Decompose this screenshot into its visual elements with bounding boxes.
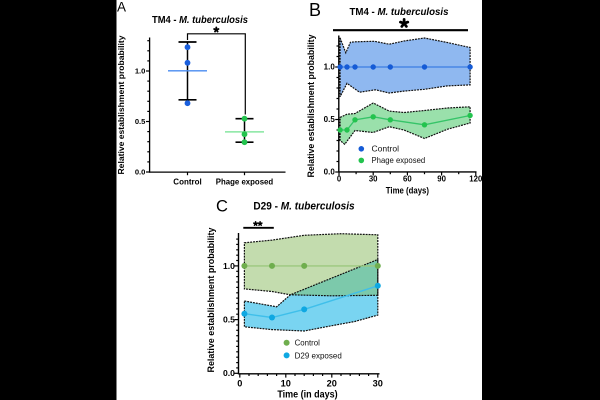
svg-text:1.0: 1.0	[135, 67, 146, 76]
svg-text:0.0: 0.0	[223, 368, 235, 378]
svg-text:1.0: 1.0	[223, 261, 235, 271]
svg-text:TM4 - M. tuberculosis: TM4 - M. tuberculosis	[152, 15, 248, 26]
svg-text:90: 90	[437, 175, 446, 184]
svg-text:D29 exposed: D29 exposed	[295, 350, 343, 360]
svg-text:Phage exposed: Phage exposed	[372, 156, 426, 165]
svg-text:C: C	[216, 198, 228, 216]
svg-text:Control: Control	[295, 338, 320, 348]
svg-text:0: 0	[337, 175, 342, 184]
svg-text:0.0: 0.0	[324, 168, 336, 177]
svg-text:B: B	[309, 0, 321, 20]
svg-text:10: 10	[281, 379, 291, 389]
svg-text:0.5: 0.5	[223, 315, 235, 325]
svg-text:A: A	[117, 0, 126, 15]
svg-text:60: 60	[403, 175, 412, 184]
svg-text:120: 120	[469, 175, 483, 184]
svg-text:TM4 - M. tuberculosis: TM4 - M. tuberculosis	[350, 7, 449, 18]
svg-text:Control: Control	[372, 145, 400, 154]
svg-text:30: 30	[369, 175, 378, 184]
svg-text:Relative establishment probabi: Relative establishment probability	[206, 227, 217, 373]
svg-text:Time (in days): Time (in days)	[277, 389, 337, 400]
svg-text:Control: Control	[173, 178, 201, 187]
svg-text:0.5: 0.5	[324, 115, 336, 124]
svg-text:30: 30	[373, 379, 383, 389]
svg-text:Relative establishment probabi: Relative establishment probability	[306, 35, 316, 178]
svg-text:20: 20	[327, 379, 337, 389]
svg-text:0: 0	[237, 379, 242, 389]
svg-text:0.5: 0.5	[135, 117, 146, 126]
svg-text:Phage exposed: Phage exposed	[216, 178, 273, 187]
svg-text:0.0: 0.0	[135, 168, 146, 177]
svg-text:Time (days): Time (days)	[386, 186, 429, 197]
svg-text:D29 - M. tuberculosis: D29 - M. tuberculosis	[253, 201, 354, 213]
svg-text:Relative establishment probabi: Relative establishment probability	[116, 35, 126, 174]
svg-text:1.0: 1.0	[324, 63, 336, 72]
